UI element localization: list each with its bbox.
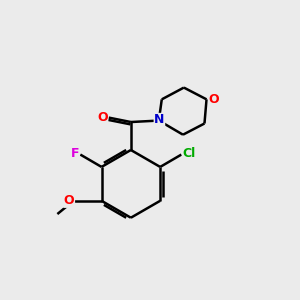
Text: N: N — [154, 113, 165, 127]
Text: O: O — [97, 110, 108, 124]
Text: O: O — [208, 93, 219, 106]
Text: O: O — [64, 194, 74, 207]
Text: F: F — [71, 147, 79, 160]
Text: Cl: Cl — [182, 147, 196, 160]
